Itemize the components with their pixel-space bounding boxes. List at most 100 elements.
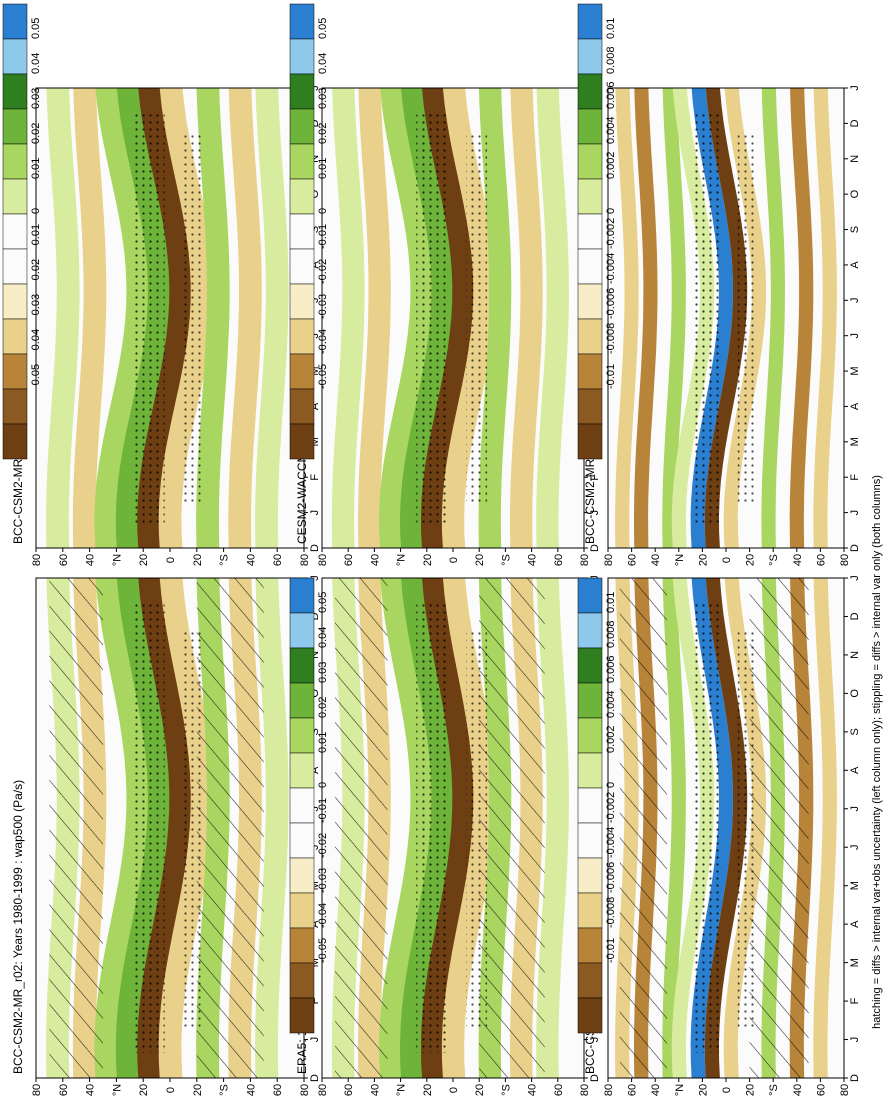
colorbar-label: 0.03 <box>317 88 329 109</box>
lat-tick-label: 20 <box>697 554 709 566</box>
colorbar-swatch <box>2 108 28 145</box>
colorbar-swatch <box>289 38 315 75</box>
colorbar-label: -0.04 <box>317 329 329 354</box>
colorbar-label: 0.04 <box>317 53 329 74</box>
month-tick-label: A <box>849 766 861 774</box>
colorbar-swatch <box>2 73 28 110</box>
lat-tick-label: 60 <box>815 554 827 566</box>
lat-tick-label: 80 <box>317 1084 329 1096</box>
month-tick-label: J <box>309 844 321 850</box>
lat-tick-label: 20 <box>138 554 150 566</box>
colorbar-label: 0.008 <box>605 620 617 648</box>
month-tick-label: F <box>849 997 861 1004</box>
colorbar-swatch <box>289 752 315 789</box>
colorbar-label: -0.05 <box>30 364 42 389</box>
colorbar-label: -0.02 <box>30 259 42 284</box>
colorbar-swatch <box>2 318 28 355</box>
lat-tick-label: 20 <box>422 554 434 566</box>
colorbar-swatch <box>577 38 603 75</box>
colorbar-label: 0 <box>317 208 329 214</box>
month-tick-label: S <box>309 728 321 735</box>
month-tick-label: S <box>849 226 861 233</box>
colorbar-swatch <box>289 143 315 180</box>
colorbar-swatch <box>577 927 603 964</box>
colorbar-swatch <box>289 577 315 614</box>
lat-tick-label: 60 <box>58 554 70 566</box>
colorbar-swatch <box>289 108 315 145</box>
colorbar-swatch <box>289 248 315 285</box>
month-tick-label: O <box>849 189 861 198</box>
panel-left-3: 806040°N20020°S406080DJFMAMJJASONDJBCC-C… <box>577 575 861 1096</box>
contour-band <box>536 88 569 548</box>
month-tick-label: O <box>849 689 861 698</box>
colorbar-swatch <box>577 752 603 789</box>
colorbar-label: 0 <box>605 782 617 788</box>
colorbar-label: -0.006 <box>605 862 617 893</box>
month-tick-label: J <box>309 333 321 339</box>
lat-tick-label: 40 <box>85 554 97 566</box>
colorbar-swatch <box>289 283 315 320</box>
colorbar-swatch <box>2 248 28 285</box>
month-tick-label: J <box>309 575 321 581</box>
colorbar-label: 0 <box>605 208 617 214</box>
colorbar-swatch <box>577 318 603 355</box>
colorbar-swatch <box>289 927 315 964</box>
colorbar-swatch <box>577 108 603 145</box>
lat-tick-label: 20 <box>745 554 757 566</box>
month-tick-label: A <box>849 261 861 269</box>
colorbar-swatch <box>2 423 28 460</box>
month-tick-label: J <box>849 575 861 581</box>
month-tick-label: D <box>309 119 321 127</box>
contour-band <box>662 578 686 1078</box>
colorbar-label: 0.04 <box>30 53 42 74</box>
lat-tick-label: 60 <box>553 1084 565 1096</box>
colorbar-label: 0.03 <box>317 662 329 683</box>
month-tick-label: J <box>849 333 861 339</box>
colorbar-label: -0.04 <box>317 903 329 928</box>
panel-right-1: 806040°N20020°S406080DJFMAMJJASONDJBCC-C… <box>2 3 321 566</box>
month-tick-label: A <box>849 402 861 410</box>
contour-band <box>813 88 837 548</box>
lat-tick-label: °S <box>768 1084 780 1096</box>
month-tick-label: J <box>849 85 861 91</box>
colorbar-label: 0.01 <box>317 158 329 179</box>
month-tick-label: N <box>309 651 321 659</box>
lat-tick-label: 40 <box>369 554 381 566</box>
hatching-region <box>479 578 545 1078</box>
lat-tick-label: 60 <box>343 1084 355 1096</box>
lat-tick-label: 60 <box>627 1084 639 1096</box>
lat-tick-label: 20 <box>474 1084 486 1096</box>
colorbar-label: 0.002 <box>605 725 617 753</box>
colorbar-swatch <box>577 787 603 824</box>
colorbar-swatch <box>577 997 603 1034</box>
lat-tick-label: 60 <box>58 1084 70 1096</box>
month-tick-label: N <box>849 155 861 163</box>
colorbar-label: -0.002 <box>605 792 617 823</box>
colorbar-label: -0.002 <box>605 218 617 249</box>
colorbar-swatch <box>577 423 603 460</box>
month-tick-label: M <box>849 366 861 375</box>
lat-tick-label: 60 <box>343 554 355 566</box>
colorbar: 0.05 0.04 0.03 0.02 0.01 0 -0.01 -0.02 -0.03 -0.0… <box>289 577 329 1034</box>
month-tick-label: F <box>849 474 861 481</box>
lat-tick-label: 40 <box>527 554 539 566</box>
lat-tick-label: 20 <box>422 1084 434 1096</box>
lat-tick-label: 0 <box>721 557 733 563</box>
colorbar-label: 0.01 <box>317 732 329 753</box>
lat-tick-label: 0 <box>448 557 460 563</box>
contour-band <box>510 88 543 548</box>
colorbar-label: 0.02 <box>317 123 329 144</box>
colorbar-label: 0.05 <box>317 18 329 39</box>
colorbar-label: -0.05 <box>317 364 329 389</box>
colorbar-swatch <box>289 822 315 859</box>
lat-tick-label: 20 <box>745 1084 757 1096</box>
month-tick-label: O <box>309 689 321 698</box>
month-tick-label: D <box>849 544 861 552</box>
colorbar-swatch <box>289 388 315 425</box>
colorbar-swatch <box>289 612 315 649</box>
stippling-region <box>183 134 205 502</box>
stippling-region <box>737 134 757 502</box>
footnote: hatching = diffs > internal var+obs unce… <box>871 475 883 1029</box>
lat-tick-label: 80 <box>299 1084 311 1096</box>
month-tick-label: J <box>849 844 861 850</box>
